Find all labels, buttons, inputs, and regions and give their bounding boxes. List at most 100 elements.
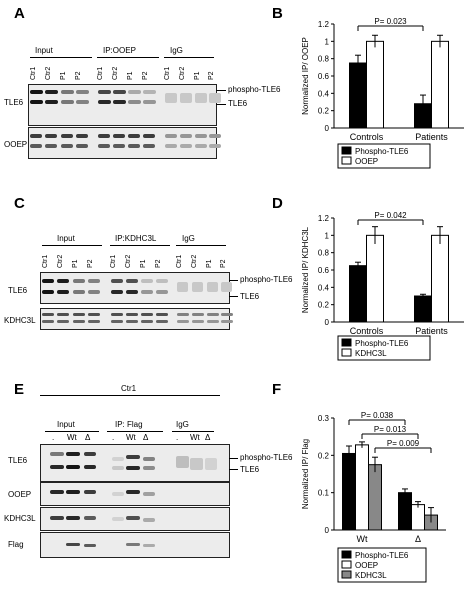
blot-ooep-e <box>40 482 230 506</box>
blot-band <box>209 144 221 148</box>
legend-swatch <box>341 550 352 559</box>
bar <box>431 234 449 323</box>
blot-band <box>113 100 126 104</box>
blot-band <box>84 516 96 520</box>
lane-label: P2 <box>208 71 215 80</box>
blot-band <box>207 313 219 316</box>
lane-label: Ctr1 <box>97 66 104 80</box>
blot-band <box>66 516 80 520</box>
lane-label: . <box>112 433 115 442</box>
group-line-ip <box>107 431 163 432</box>
blot-band <box>205 458 217 470</box>
blot-band <box>98 100 111 104</box>
blot-band <box>177 282 188 292</box>
legend-label: Phospho-TLE6 <box>355 339 409 348</box>
y-tick-label: 0.2 <box>318 301 330 310</box>
lane-label: Ctr2 <box>179 66 186 80</box>
legend-label: OOEP <box>355 561 378 570</box>
row-label-ooep-a: OOEP <box>4 140 28 149</box>
blot-band <box>209 93 221 103</box>
panel-letter-f: F <box>272 381 282 398</box>
lane-label: P1 <box>127 71 134 80</box>
y-tick-label: 0 <box>325 526 330 535</box>
y-tick-label: 0.2 <box>318 107 330 116</box>
marker-tick <box>229 280 238 281</box>
blot-band <box>42 313 54 316</box>
blot-band <box>45 100 58 104</box>
blot-band <box>112 517 124 521</box>
blot-band <box>73 320 85 323</box>
blot-band <box>111 279 123 283</box>
marker-tle6-a: TLE6 <box>228 99 248 108</box>
y-tick-label: 0.8 <box>318 249 330 258</box>
blot-kdhc3l-c <box>40 308 230 330</box>
blot-band <box>126 320 138 323</box>
blot-band <box>195 134 207 138</box>
lane-label: . <box>176 433 179 442</box>
legend-label: KDHC3L <box>355 349 387 358</box>
blot-band <box>195 144 207 148</box>
y-tick-label: 1 <box>325 37 330 46</box>
bar <box>355 444 369 531</box>
blot-band <box>50 516 64 520</box>
lane-label: Ctr2 <box>191 254 198 268</box>
blot-band <box>98 90 111 94</box>
y-tick-label: 0 <box>325 318 330 327</box>
blot-band <box>128 134 140 138</box>
lane-label: P1 <box>140 259 147 268</box>
blot-band <box>50 465 64 469</box>
blot-band <box>111 290 123 294</box>
marker-tick <box>229 458 238 459</box>
lane-label: P2 <box>87 259 94 268</box>
blot-band <box>45 90 58 94</box>
y-tick-label: 0.3 <box>318 414 330 423</box>
blot-title-e: Ctr1 <box>121 384 137 393</box>
legend-label: OOEP <box>355 157 378 166</box>
x-tick-label: Patients <box>415 132 448 142</box>
lane-label: Wt <box>67 433 77 442</box>
row-label-kdhc3l-c: KDHC3L <box>4 316 36 325</box>
blot-band <box>207 320 219 323</box>
bar <box>398 492 412 531</box>
blot-band <box>126 490 140 494</box>
blot-band <box>112 457 124 461</box>
blot-band <box>192 320 204 323</box>
blot-band <box>143 134 155 138</box>
blot-band <box>143 544 155 547</box>
legend-box <box>337 335 431 361</box>
blot-band <box>57 279 69 283</box>
x-tick-label: Controls <box>350 132 384 142</box>
lane-label: Ctr1 <box>42 254 49 268</box>
blot-band <box>88 279 100 283</box>
y-axis-label: Normalized IP/ OOEP <box>301 37 310 115</box>
p-value-label: P= 0.023 <box>374 17 407 26</box>
blot-band <box>128 90 141 94</box>
blot-band <box>45 134 57 138</box>
blot-band <box>98 134 110 138</box>
y-tick-label: 0.2 <box>318 451 330 460</box>
blot-band <box>141 290 153 294</box>
legend-swatch <box>341 156 352 165</box>
blot-band <box>66 452 80 456</box>
blot-band <box>84 544 96 547</box>
group-line-input <box>30 57 92 58</box>
blot-band <box>126 290 138 294</box>
lane-label: P1 <box>194 71 201 80</box>
blot-band <box>76 100 89 104</box>
marker-phospho-tle6-c: phospho-TLE6 <box>240 275 293 284</box>
x-tick-label: Wt <box>357 534 368 544</box>
legend-swatch <box>341 348 352 357</box>
group-line-input <box>45 431 99 432</box>
chart-b: 0 0.2 0.4 0.6 0.8 1 1.2 Normalized IP/ OOEP Cont… <box>301 17 464 169</box>
blot-band <box>57 313 69 316</box>
blot-band <box>156 290 168 294</box>
y-tick-label: 0.6 <box>318 72 330 81</box>
bar <box>349 62 367 129</box>
bar <box>414 295 432 323</box>
blot-band <box>45 144 57 148</box>
blot-band <box>143 492 155 496</box>
blot-band <box>190 458 203 470</box>
row-label-tle6-c: TLE6 <box>8 286 28 295</box>
blot-band <box>143 144 155 148</box>
